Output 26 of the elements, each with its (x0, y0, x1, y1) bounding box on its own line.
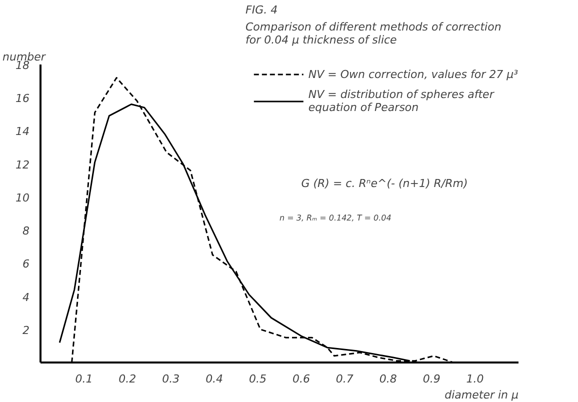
y-tick-label: 6 (22, 258, 30, 271)
x-tick-label: 0.2 (118, 372, 136, 386)
y-tick-label: 14 (16, 125, 30, 138)
legend-label: NV = distribution of spheres after equation of Pearson (308, 88, 494, 114)
x-tick-label: 0.3 (162, 372, 180, 386)
y-tick-label: 2 (22, 324, 30, 337)
x-tick-label: 0.4 (206, 372, 224, 386)
y-tick-label: 8 (22, 224, 30, 238)
x-axis-title: diameter in μ (444, 388, 519, 402)
y-tick-label: 16 (16, 92, 30, 106)
x-tick-label: 0.6 (292, 372, 310, 386)
annotation: n = 3, Rₘ = 0.142, T = 0.04 (280, 214, 392, 222)
y-tick-label: 4 (22, 290, 30, 304)
chart-title: FIG. 4 (246, 4, 278, 16)
x-tick-label: 0.8 (379, 372, 397, 386)
x-tick-label: 0.1 (75, 372, 93, 386)
legend-label: NV = Own correction, values for 27 μ³ (308, 68, 518, 80)
x-tick-label: 1.0 (466, 372, 484, 386)
x-tick-label: 0.9 (422, 372, 440, 386)
y-tick-label: 12 (16, 158, 30, 172)
y-tick-label: 10 (16, 191, 30, 204)
annotation: G (R) = c. Rⁿe^(- (n+1) R/Rm) (301, 177, 468, 190)
chart-subtitle: Comparison of different methods of correction for 0.04 μ thickness of slice (246, 20, 502, 46)
y-tick-label: 18 (16, 59, 30, 72)
x-tick-label: 0.5 (249, 372, 267, 386)
x-tick-label: 0.7 (336, 372, 354, 386)
